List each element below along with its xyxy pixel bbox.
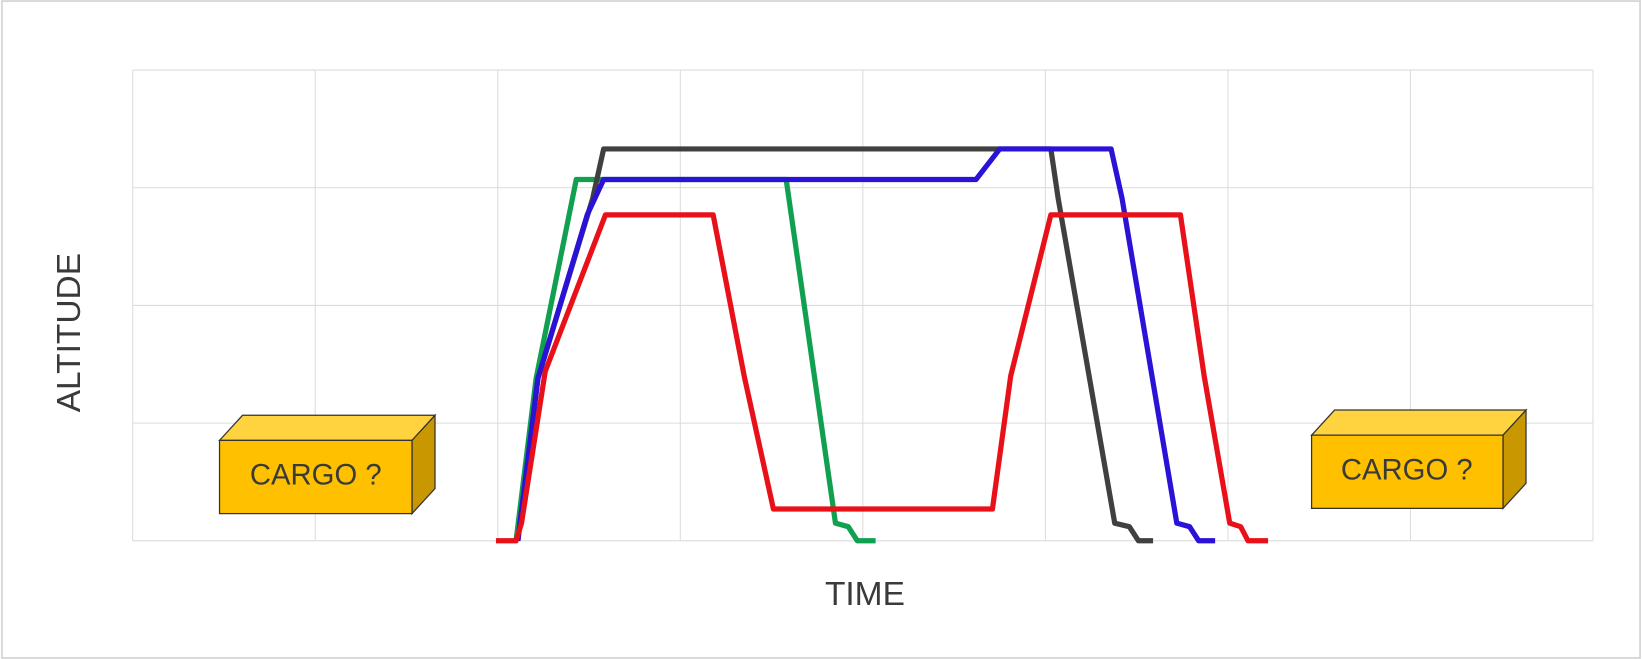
cargo-box: CARGO ? — [220, 415, 435, 513]
cargo-label: CARGO ? — [1341, 453, 1473, 486]
frame — [2, 1, 1640, 658]
x-axis-label: TIME — [825, 576, 905, 613]
cargo-label: CARGO ? — [250, 459, 382, 492]
y-axis-label: ALTITUDE — [51, 253, 88, 412]
chart: ALTITUDE TIME CARGO ? CARGO ? — [0, 0, 1642, 659]
cargo-box: CARGO ? — [1312, 410, 1526, 508]
